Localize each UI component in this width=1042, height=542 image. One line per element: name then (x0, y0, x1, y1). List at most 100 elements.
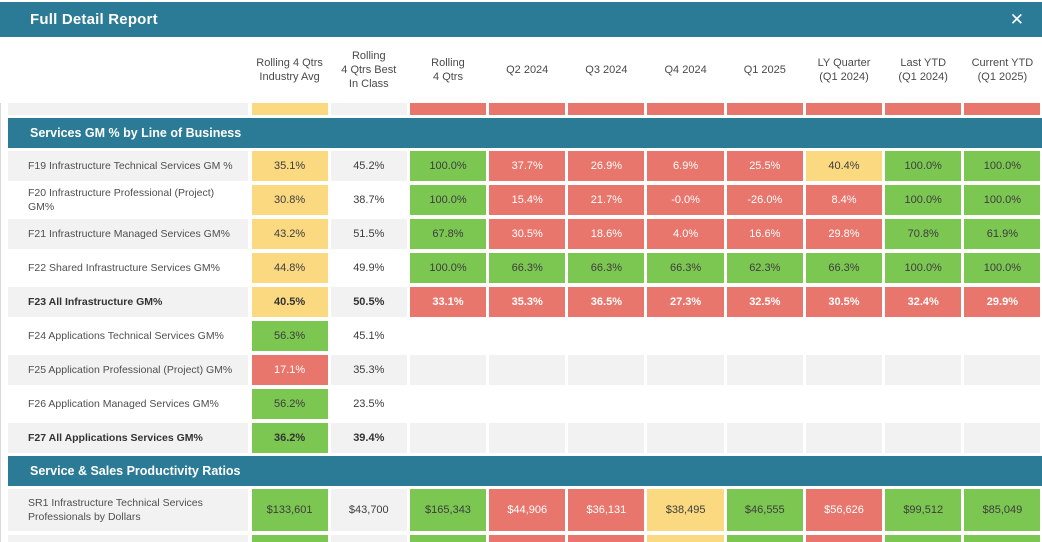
cell-value (568, 423, 645, 453)
cell-value (805, 103, 883, 115)
cell-value: 30.8% (251, 185, 328, 215)
row-label-text: F19 Infrastructure Technical Services GM… (8, 151, 248, 181)
column-header: Q2 2024 (506, 63, 549, 76)
table-cell-col8 (804, 103, 883, 117)
table-cell-col3 (408, 103, 487, 117)
cell-value (726, 321, 803, 351)
cell-value: 100.0% (409, 151, 487, 181)
table-cell-col9: 100.0% (884, 251, 963, 285)
cell-value: 25.5% (726, 151, 803, 181)
table-cell-col7 (725, 103, 804, 117)
column-header: LY Quarter (Q1 2024) (817, 56, 871, 83)
cell-value (647, 423, 724, 453)
cell-value: $46,555 (726, 489, 803, 531)
row-label: F22 Shared Infrastructure Services GM% (8, 251, 250, 285)
table-cell-col9 (884, 533, 963, 542)
cell-value: 100.0% (885, 151, 962, 181)
table-cell-col5: 66.3% (567, 251, 646, 285)
table-cell-col4: 30.5% (488, 217, 567, 251)
cell-value: 39.4% (330, 423, 407, 453)
table-left-border (0, 103, 1, 542)
table-cell-col8: 8.4% (804, 183, 883, 217)
cell-value: 33.1% (409, 287, 487, 317)
table-cell-col1: 44.8% (250, 251, 329, 285)
cell-value (805, 423, 883, 453)
close-icon[interactable]: ✕ (1009, 10, 1024, 29)
table-cell-col6 (646, 353, 725, 387)
cell-value: 66.3% (489, 253, 566, 283)
table-cell-col5 (567, 319, 646, 353)
table-cell-col7: $46,555 (725, 487, 804, 533)
table-cell-col2 (329, 103, 408, 117)
table-cell-col9 (884, 387, 963, 421)
table-cell-col5 (567, 421, 646, 455)
table-cell-col2: 45.2% (329, 149, 408, 183)
modal-title: Full Detail Report (30, 11, 158, 28)
table-cell-col5: 36.5% (567, 285, 646, 319)
cell-value: 70.8% (885, 219, 962, 249)
cell-value (726, 355, 803, 385)
table-cell-col3: 33.1% (408, 285, 487, 319)
cell-value: 40.4% (805, 151, 883, 181)
cell-value (647, 321, 724, 351)
cell-value: 29.8% (805, 219, 883, 249)
cell-value (885, 389, 962, 419)
cell-value: 100.0% (409, 185, 487, 215)
column-header-row: Rolling 4 Qtrs Industry Avg Rolling 4 Qtr… (8, 37, 1042, 103)
table-cell-col3: 100.0% (408, 149, 487, 183)
cell-value: $133,601 (251, 489, 328, 531)
cell-value (489, 535, 566, 542)
table-row: F21 Infrastructure Managed Services GM% 4… (8, 217, 1042, 251)
row-label (8, 533, 250, 542)
row-label: F26 Application Managed Services GM% (8, 387, 250, 421)
cell-value (647, 535, 724, 542)
table-cell-col7: 32.5% (725, 285, 804, 319)
table-cell-col4 (488, 353, 567, 387)
table-cell-col2: 35.3% (329, 353, 408, 387)
table-cell-col5 (567, 353, 646, 387)
cell-value: $36,131 (568, 489, 645, 531)
cell-value: 32.4% (885, 287, 962, 317)
cell-value (568, 321, 645, 351)
cell-value: 36.5% (568, 287, 645, 317)
table-cell-col9 (884, 421, 963, 455)
row-label: F27 All Applications Services GM% (8, 421, 250, 455)
row-label-text: F21 Infrastructure Managed Services GM% (8, 219, 248, 249)
column-header: Q1 2025 (743, 63, 786, 76)
table-row: F26 Application Managed Services GM% 56.2… (8, 387, 1042, 421)
table-cell-col4 (488, 319, 567, 353)
cell-value (568, 355, 645, 385)
table-cell-col10: 100.0% (963, 149, 1042, 183)
column-header: Current YTD (Q1 2025) (971, 56, 1034, 83)
section-header-services-gm: Services GM % by Line of Business (8, 118, 1042, 148)
table-cell-col3: 100.0% (408, 251, 487, 285)
cell-value (489, 355, 566, 385)
row-label-text: F27 All Applications Services GM% (8, 423, 248, 453)
cell-value: 44.8% (251, 253, 328, 283)
cell-value (489, 423, 566, 453)
cell-value: 51.5% (330, 219, 407, 249)
cell-value (964, 321, 1041, 351)
cell-value: 21.7% (568, 185, 645, 215)
table-cell-col3 (408, 533, 487, 542)
cell-value (726, 103, 803, 115)
cell-value (885, 321, 962, 351)
table-cell-col8: $56,626 (804, 487, 883, 533)
cell-value: 4.0% (647, 219, 724, 249)
table-cell-col3: 67.8% (408, 217, 487, 251)
table-cell-col5: 18.6% (567, 217, 646, 251)
table-cell-col8: 29.8% (804, 217, 883, 251)
table-cell-col6: -0.0% (646, 183, 725, 217)
cell-value: 30.5% (489, 219, 566, 249)
cell-value: 45.2% (330, 151, 407, 181)
table-cell-col10 (963, 353, 1042, 387)
table-cell-col1: 56.2% (250, 387, 329, 421)
table-cell-col7 (725, 387, 804, 421)
table-cell-col7: 62.3% (725, 251, 804, 285)
cell-value (409, 321, 487, 351)
table-cell-col9: 70.8% (884, 217, 963, 251)
cell-value: -26.0% (726, 185, 803, 215)
table-cell-col9: 32.4% (884, 285, 963, 319)
table-cell-col6 (646, 103, 725, 117)
cell-value: 100.0% (409, 253, 487, 283)
